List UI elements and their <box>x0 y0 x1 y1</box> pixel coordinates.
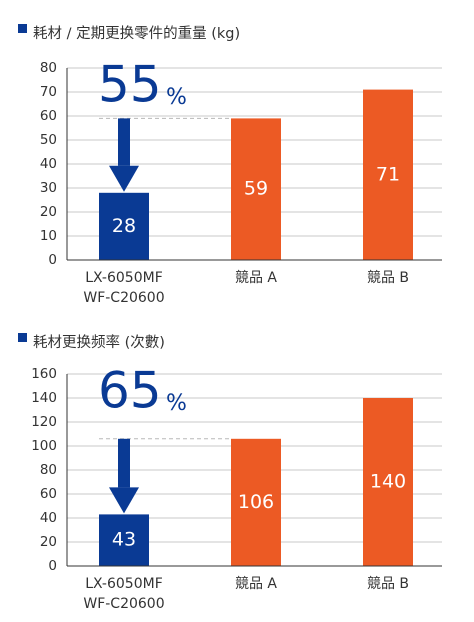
chart2-category-label: LX-6050MF <box>85 576 163 592</box>
chart1-bar <box>231 118 281 261</box>
chart1-value-label: 59 <box>244 178 268 200</box>
chart2-y-tick-label: 20 <box>40 534 57 550</box>
chart1-y-tick-label: 0 <box>48 252 57 268</box>
chart2-y-tick-label: 0 <box>48 558 57 574</box>
chart2-y-tick-label: 60 <box>40 486 57 502</box>
chart2-y-tick-label: 80 <box>40 462 57 478</box>
chart1-value-label: 71 <box>376 163 400 185</box>
chart2-title-bullet <box>18 333 27 342</box>
chart1-y-tick-label: 60 <box>40 108 57 124</box>
chart1-category-label: LX-6050MF <box>85 270 163 286</box>
chart2-category-label: 競品 B <box>367 576 409 592</box>
chart1-y-tick-label: 40 <box>40 156 57 172</box>
chart2-y-tick-label: 120 <box>31 414 57 430</box>
chart2-value-label: 43 <box>112 529 136 551</box>
chart1-arrow-shaft <box>118 118 130 166</box>
chart1-value-label: 28 <box>112 215 136 237</box>
chart1-y-tick-label: 30 <box>40 180 57 196</box>
chart2-bar <box>231 438 281 566</box>
chart2-reduction-value: 65 <box>98 362 162 420</box>
chart1-bar <box>363 89 413 260</box>
chart1-arrow-head <box>109 165 139 192</box>
chart1-y-tick-label: 10 <box>40 228 57 244</box>
chart2-bar <box>363 398 413 566</box>
chart1-title-bullet <box>18 24 27 33</box>
chart2-arrow-head <box>109 487 139 514</box>
chart2-value-label: 106 <box>238 491 274 513</box>
chart2-y-tick-label: 160 <box>31 366 57 382</box>
chart1-bar <box>99 192 149 260</box>
chart1-reduction-unit: % <box>166 85 187 110</box>
chart2-arrow-shaft <box>118 438 130 488</box>
chart2-category-label: WF-C20600 <box>83 596 164 612</box>
chart1-y-tick-label: 70 <box>40 84 57 100</box>
chart1-category-label: 競品 B <box>367 270 409 286</box>
chart2-y-tick-label: 100 <box>31 438 57 454</box>
chart2-y-tick-label: 40 <box>40 510 57 526</box>
chart1-category-label: 競品 A <box>235 270 277 286</box>
chart1-y-tick-label: 20 <box>40 204 57 220</box>
chart2-title: 耗材更换频率 (次數) <box>33 334 165 351</box>
chart2-bar <box>99 514 149 566</box>
chart1-title: 耗材 / 定期更换零件的重量 (kg) <box>33 25 240 42</box>
chart2-value-label: 140 <box>370 471 406 493</box>
chart2-category-label: 競品 A <box>235 576 277 592</box>
chart1-category-label: WF-C20600 <box>83 290 164 306</box>
chart1-y-tick-label: 80 <box>40 60 57 76</box>
chart2-y-tick-label: 140 <box>31 390 57 406</box>
chart1-reduction-value: 55 <box>98 56 162 114</box>
chart2-reduction-unit: % <box>166 391 187 416</box>
chart1-y-tick-label: 50 <box>40 132 57 148</box>
